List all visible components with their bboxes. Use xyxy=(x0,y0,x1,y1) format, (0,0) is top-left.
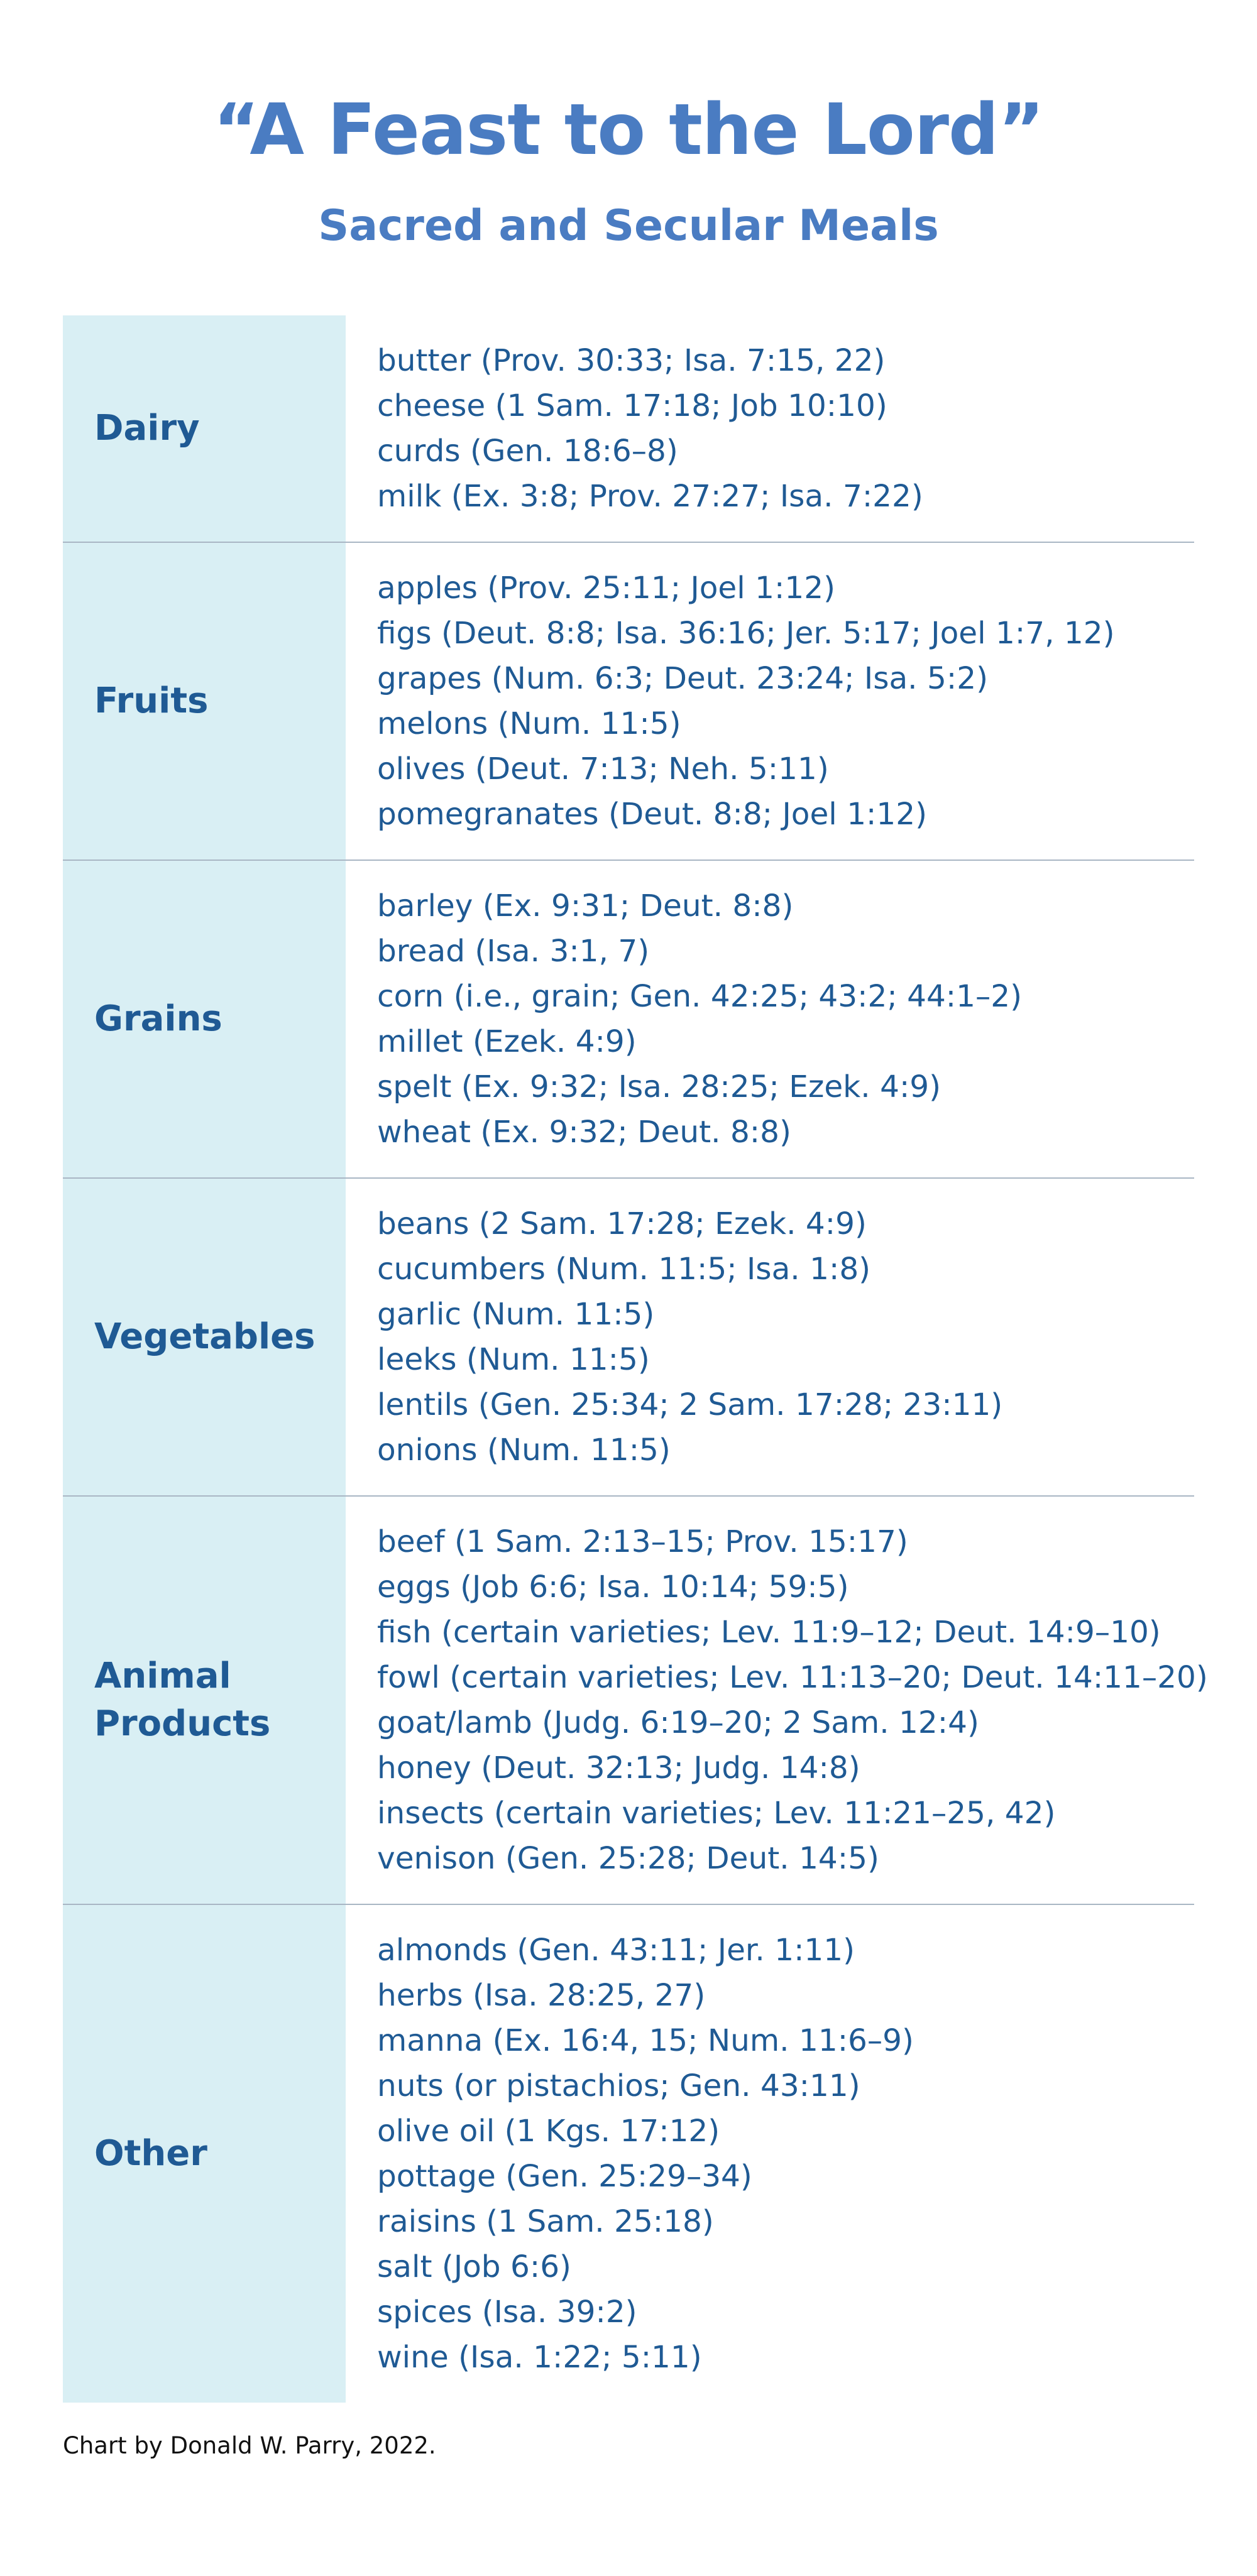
list-item: beef (1 Sam. 2:13–15; Prov. 15:17) xyxy=(377,1524,908,1559)
category-label: Vegetables xyxy=(94,1316,316,1357)
table-row: Fruits apples (Prov. 25:11; Joel 1:12) f… xyxy=(63,543,1194,861)
list-item: olive oil (1 Kgs. 17:12) xyxy=(377,2114,720,2149)
items-cell: butter (Prov. 30:33; Isa. 7:15, 22) chee… xyxy=(346,315,1194,542)
list-item: corn (i.e., grain; Gen. 42:25; 43:2; 44:… xyxy=(377,979,1023,1014)
food-table: Dairy butter (Prov. 30:33; Isa. 7:15, 22… xyxy=(63,315,1208,2403)
list-item: pomegranates (Deut. 8:8; Joel 1:12) xyxy=(377,797,928,832)
category-label: Animal Products xyxy=(94,1656,271,1744)
list-item: cucumbers (Num. 11:5; Isa. 1:8) xyxy=(377,1252,871,1287)
list-item: manna (Ex. 16:4, 15; Num. 11:6–9) xyxy=(377,2023,914,2058)
list-item: fowl (certain varieties; Lev. 11:13–20; … xyxy=(377,1660,1208,1695)
category-label: Other xyxy=(94,2133,207,2174)
list-item: goat/lamb (Judg. 6:19–20; 2 Sam. 12:4) xyxy=(377,1705,979,1740)
items-cell: barley (Ex. 9:31; Deut. 8:8) bread (Isa.… xyxy=(346,861,1194,1177)
category-label: Dairy xyxy=(94,408,200,449)
items-cell: almonds (Gen. 43:11; Jer. 1:11) herbs (I… xyxy=(346,1905,1194,2403)
list-item: millet (Ezek. 4:9) xyxy=(377,1024,637,1059)
page-subtitle: Sacred and Secular Meals xyxy=(318,201,939,251)
list-item: bread (Isa. 3:1, 7) xyxy=(377,934,650,969)
list-item: olives (Deut. 7:13; Neh. 5:11) xyxy=(377,751,829,787)
list-item: curds (Gen. 18:6–8) xyxy=(377,434,678,469)
list-item: eggs (Job 6:6; Isa. 10:14; 59:5) xyxy=(377,1569,849,1605)
category-cell: Other xyxy=(63,1905,346,2403)
page-title: “A Feast to the Lord” xyxy=(213,89,1045,171)
table-row: Vegetables beans (2 Sam. 17:28; Ezek. 4:… xyxy=(63,1179,1194,1497)
list-item: melons (Num. 11:5) xyxy=(377,706,681,741)
list-item: raisins (1 Sam. 25:18) xyxy=(377,2204,714,2239)
list-item: leeks (Num. 11:5) xyxy=(377,1342,650,1377)
category-cell: Animal Products xyxy=(63,1497,346,1904)
table-row: Dairy butter (Prov. 30:33; Isa. 7:15, 22… xyxy=(63,315,1194,543)
list-item: apples (Prov. 25:11; Joel 1:12) xyxy=(377,570,835,606)
list-item: lentils (Gen. 25:34; 2 Sam. 17:28; 23:11… xyxy=(377,1387,1003,1422)
list-item: venison (Gen. 25:28; Deut. 14:5) xyxy=(377,1841,879,1876)
table-row: Other almonds (Gen. 43:11; Jer. 1:11) he… xyxy=(63,1905,1194,2403)
list-item: cheese (1 Sam. 17:18; Job 10:10) xyxy=(377,388,887,423)
list-item: insects (certain varieties; Lev. 11:21–2… xyxy=(377,1796,1056,1831)
category-label: Grains xyxy=(94,998,222,1039)
items-cell: apples (Prov. 25:11; Joel 1:12) figs (De… xyxy=(346,543,1194,860)
table-row: Animal Products beef (1 Sam. 2:13–15; Pr… xyxy=(63,1497,1208,1905)
list-item: grapes (Num. 6:3; Deut. 23:24; Isa. 5:2) xyxy=(377,661,988,696)
chart-credit: Chart by Donald W. Parry, 2022. xyxy=(63,2432,436,2459)
list-item: nuts (or pistachios; Gen. 43:11) xyxy=(377,2068,860,2104)
list-item: pottage (Gen. 25:29–34) xyxy=(377,2159,752,2194)
list-item: honey (Deut. 32:13; Judg. 14:8) xyxy=(377,1750,860,1786)
items-cell: beans (2 Sam. 17:28; Ezek. 4:9) cucumber… xyxy=(346,1179,1194,1495)
category-cell: Dairy xyxy=(63,315,346,542)
list-item: onions (Num. 11:5) xyxy=(377,1433,671,1468)
items-cell: beef (1 Sam. 2:13–15; Prov. 15:17) eggs … xyxy=(346,1497,1208,1904)
category-cell: Grains xyxy=(63,861,346,1177)
list-item: spelt (Ex. 9:32; Isa. 28:25; Ezek. 4:9) xyxy=(377,1069,941,1105)
list-item: figs (Deut. 8:8; Isa. 36:16; Jer. 5:17; … xyxy=(377,616,1115,651)
table-row: Grains barley (Ex. 9:31; Deut. 8:8) brea… xyxy=(63,861,1194,1179)
list-item: almonds (Gen. 43:11; Jer. 1:11) xyxy=(377,1933,855,1968)
list-item: wheat (Ex. 9:32; Deut. 8:8) xyxy=(377,1115,791,1150)
list-item: beans (2 Sam. 17:28; Ezek. 4:9) xyxy=(377,1206,867,1242)
list-item: barley (Ex. 9:31; Deut. 8:8) xyxy=(377,888,794,924)
category-cell: Fruits xyxy=(63,543,346,860)
category-cell: Vegetables xyxy=(63,1179,346,1495)
list-item: herbs (Isa. 28:25, 27) xyxy=(377,1978,706,2013)
list-item: salt (Job 6:6) xyxy=(377,2249,571,2284)
category-label: Fruits xyxy=(94,680,209,721)
list-item: butter (Prov. 30:33; Isa. 7:15, 22) xyxy=(377,343,886,378)
list-item: fish (certain varieties; Lev. 11:9–12; D… xyxy=(377,1615,1161,1650)
list-item: garlic (Num. 11:5) xyxy=(377,1297,655,1332)
list-item: milk (Ex. 3:8; Prov. 27:27; Isa. 7:22) xyxy=(377,479,923,514)
list-item: spices (Isa. 39:2) xyxy=(377,2295,637,2330)
list-item: wine (Isa. 1:22; 5:11) xyxy=(377,2340,702,2375)
